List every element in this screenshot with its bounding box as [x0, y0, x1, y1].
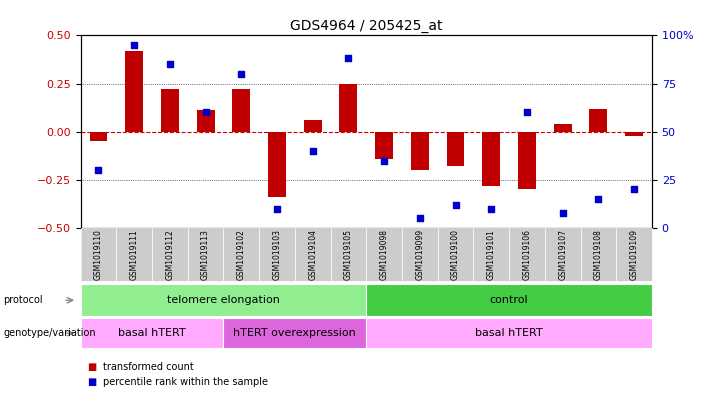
Point — [128, 42, 139, 48]
Text: ■: ■ — [88, 377, 97, 387]
Point — [450, 202, 461, 208]
Text: percentile rank within the sample: percentile rank within the sample — [103, 377, 268, 387]
Bar — [518, 132, 536, 189]
Bar — [625, 132, 643, 136]
Bar — [161, 89, 179, 132]
Point — [164, 61, 175, 67]
Text: ■: ■ — [88, 362, 97, 373]
Text: GSM1019102: GSM1019102 — [237, 229, 246, 280]
Bar — [339, 83, 358, 132]
Point — [236, 71, 247, 77]
Text: basal hTERT: basal hTERT — [118, 328, 186, 338]
Point — [307, 148, 318, 154]
Text: hTERT overexpression: hTERT overexpression — [233, 328, 356, 338]
Point — [414, 215, 426, 221]
Title: GDS4964 / 205425_at: GDS4964 / 205425_at — [290, 19, 442, 33]
Point — [522, 109, 533, 116]
Text: telomere elongation: telomere elongation — [167, 295, 280, 305]
Point — [200, 109, 211, 116]
Text: GSM1019099: GSM1019099 — [415, 229, 424, 280]
Text: GSM1019109: GSM1019109 — [629, 229, 639, 280]
Text: GSM1019105: GSM1019105 — [344, 229, 353, 280]
Text: GSM1019111: GSM1019111 — [130, 229, 139, 280]
Text: control: control — [490, 295, 529, 305]
Text: GSM1019104: GSM1019104 — [308, 229, 318, 280]
Text: genotype/variation: genotype/variation — [4, 328, 96, 338]
Point — [629, 186, 640, 193]
Point — [271, 206, 283, 212]
Text: GSM1019100: GSM1019100 — [451, 229, 460, 280]
Bar — [90, 132, 107, 141]
Point — [379, 157, 390, 163]
Text: GSM1019106: GSM1019106 — [522, 229, 531, 280]
Text: GSM1019103: GSM1019103 — [273, 229, 282, 280]
Text: transformed count: transformed count — [103, 362, 193, 373]
Bar — [304, 120, 322, 132]
Text: GSM1019101: GSM1019101 — [486, 229, 496, 280]
Point — [486, 206, 497, 212]
Point — [343, 55, 354, 62]
Text: GSM1019098: GSM1019098 — [380, 229, 388, 280]
Text: GSM1019110: GSM1019110 — [94, 229, 103, 280]
Bar — [447, 132, 465, 166]
Point — [593, 196, 604, 202]
Text: basal hTERT: basal hTERT — [475, 328, 543, 338]
Bar — [125, 51, 143, 132]
Bar — [197, 110, 215, 132]
Bar — [375, 132, 393, 159]
Bar — [411, 132, 429, 170]
Text: GSM1019113: GSM1019113 — [201, 229, 210, 280]
Text: GSM1019112: GSM1019112 — [165, 229, 175, 280]
Point — [93, 167, 104, 173]
Text: GSM1019108: GSM1019108 — [594, 229, 603, 280]
Text: GSM1019107: GSM1019107 — [558, 229, 567, 280]
Bar — [232, 89, 250, 132]
Bar — [554, 124, 571, 132]
Bar — [268, 132, 286, 197]
Bar — [482, 132, 501, 185]
Point — [557, 209, 569, 216]
Bar — [590, 108, 607, 132]
Text: protocol: protocol — [4, 295, 43, 305]
